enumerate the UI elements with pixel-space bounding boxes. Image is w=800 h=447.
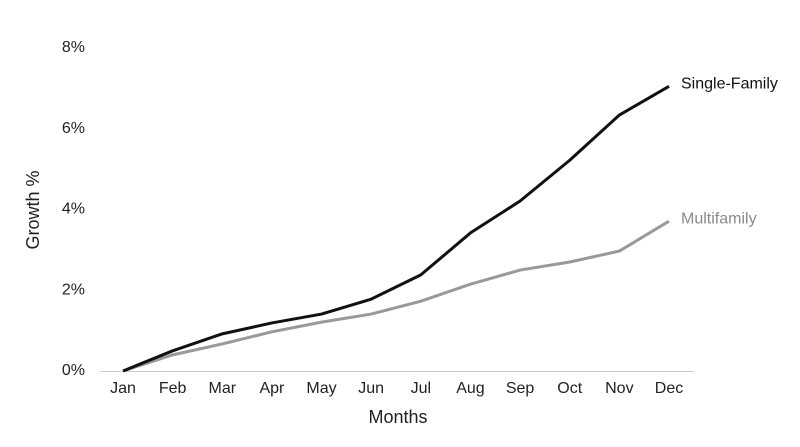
legend-label: Single-Family bbox=[681, 76, 778, 93]
x-tick-label: Aug bbox=[456, 380, 484, 397]
x-tick-label: Feb bbox=[159, 380, 187, 397]
y-tick-label: 6% bbox=[62, 120, 85, 137]
x-tick-label: Dec bbox=[655, 380, 683, 397]
x-tick-label: Jul bbox=[411, 380, 431, 397]
x-axis-title: Months bbox=[368, 407, 427, 427]
x-tick-label: Nov bbox=[605, 380, 633, 397]
series-line bbox=[122, 219, 670, 373]
y-tick-label: 8% bbox=[62, 39, 85, 56]
x-tick-label: Apr bbox=[259, 380, 285, 397]
x-tick-label: May bbox=[306, 380, 336, 397]
x-tick-label: Sep bbox=[506, 380, 535, 397]
y-tick-label: 2% bbox=[62, 281, 85, 298]
y-tick-label: 0% bbox=[62, 362, 85, 379]
x-tick-label: Jan bbox=[110, 380, 136, 397]
x-tick-label: Jun bbox=[358, 380, 384, 397]
series-line bbox=[122, 85, 670, 373]
legend-label: Multifamily bbox=[681, 210, 757, 227]
y-tick-label: 4% bbox=[62, 201, 85, 218]
x-tick-label: Oct bbox=[557, 380, 582, 397]
y-axis-title: Growth % bbox=[23, 170, 43, 249]
x-tick-label: Mar bbox=[208, 380, 236, 397]
